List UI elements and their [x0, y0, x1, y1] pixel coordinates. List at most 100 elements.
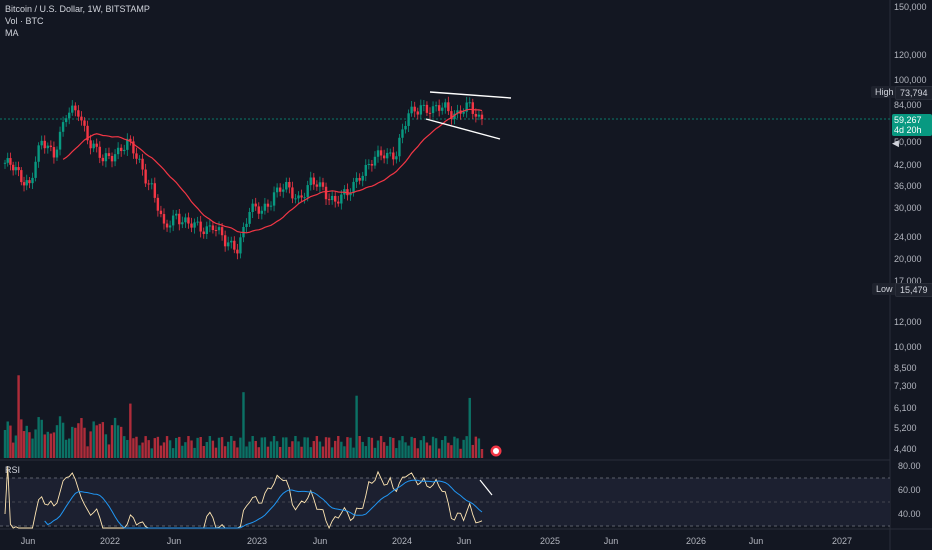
volume-bar [266, 446, 270, 458]
volume-bar [315, 436, 319, 458]
volume-bar [288, 446, 291, 458]
candle [327, 193, 331, 206]
candle [413, 101, 416, 118]
volume-bar [337, 436, 340, 458]
volume-bar [401, 436, 404, 458]
volume-bar [150, 448, 153, 458]
volume-bar [410, 436, 413, 458]
volume-bar [416, 448, 419, 458]
candle [434, 101, 438, 112]
candle [288, 177, 291, 194]
volume-bar [178, 436, 181, 458]
volume-bar [98, 423, 101, 458]
price-axis-label: 50,000 [894, 137, 922, 147]
rsi-legend[interactable]: RSI [5, 465, 21, 475]
candle [83, 117, 86, 132]
candle [312, 173, 316, 190]
candle [217, 221, 221, 235]
price-axis-label: 10,000 [894, 342, 922, 352]
volume-bar [37, 417, 40, 458]
volume-bar [239, 437, 242, 458]
volume-bar [318, 441, 322, 458]
low-label: Low [872, 283, 897, 295]
volume-bar [379, 436, 383, 458]
candle [28, 177, 31, 189]
candle [260, 206, 264, 220]
trendline-top[interactable] [429, 91, 512, 99]
volume-bar [248, 441, 251, 458]
volume-bar [468, 397, 471, 458]
candle [119, 144, 123, 157]
volume-bar [300, 446, 303, 458]
high-label: High [871, 86, 898, 98]
candle [364, 159, 367, 182]
volume-bar [263, 437, 267, 458]
high-value: 73,794 [895, 86, 932, 100]
volume-bar [135, 436, 138, 458]
time-axis-label: 2027 [831, 536, 853, 546]
candle [272, 186, 276, 212]
candle [318, 176, 322, 193]
volume-bar [242, 392, 245, 458]
volume-legend[interactable]: Vol · BTC [5, 16, 44, 26]
candle [257, 202, 260, 219]
candle [474, 108, 478, 123]
volume-bar [34, 429, 37, 458]
candle [401, 123, 404, 144]
candle [370, 160, 374, 172]
candle [251, 199, 254, 219]
candle [468, 97, 471, 108]
candle [395, 151, 398, 164]
candle [147, 179, 150, 191]
ma-line [62, 108, 483, 234]
candle [126, 133, 129, 156]
candle [355, 172, 358, 189]
time-axis-label: Jun [456, 536, 472, 546]
volume-bar [20, 419, 23, 458]
volume-bar [196, 437, 199, 458]
volume-bar [327, 437, 331, 458]
volume-bar [89, 431, 92, 458]
volume-bar [462, 439, 465, 458]
rsi-trendline[interactable] [479, 479, 493, 496]
candle [337, 195, 340, 207]
volume-bar [25, 425, 28, 458]
candle-series [3, 96, 484, 260]
candle [431, 101, 435, 118]
volume-bar [168, 440, 172, 458]
candle [422, 100, 426, 112]
price-axis-label: 30,000 [894, 203, 922, 213]
symbol-legend[interactable]: Bitcoin / U.S. Dollar, 1W, BITSTAMP [5, 4, 150, 14]
volume-bar [395, 448, 398, 458]
volume-bar [187, 436, 190, 458]
volume-bar [95, 425, 98, 458]
time-axis-label: 2022 [99, 536, 121, 546]
candle [205, 221, 208, 239]
time-axis-label: 2023 [246, 536, 268, 546]
volume-bar [309, 447, 312, 458]
candle [404, 121, 407, 134]
volume-bar [147, 440, 150, 458]
rsi-axis-80: 80.00 [898, 461, 921, 471]
candle [321, 177, 325, 191]
volume-bar [141, 442, 144, 458]
volume-bar [214, 447, 218, 458]
price-axis-label: 84,000 [894, 100, 922, 110]
candle [165, 219, 169, 232]
volume-bar [74, 427, 77, 458]
candle [101, 154, 105, 166]
volume-bar [367, 437, 371, 458]
volume-bar [441, 440, 444, 458]
time-axis-label: 2024 [391, 536, 413, 546]
volume-bar [398, 440, 401, 458]
volume-bar [275, 441, 279, 458]
trendline-bottom[interactable] [425, 118, 501, 140]
ma-legend[interactable]: MA [5, 28, 19, 38]
candle [25, 174, 28, 191]
candle [373, 151, 377, 169]
candle [410, 101, 413, 117]
candle [95, 138, 98, 153]
candle [40, 135, 43, 150]
volume-bar [153, 438, 157, 458]
